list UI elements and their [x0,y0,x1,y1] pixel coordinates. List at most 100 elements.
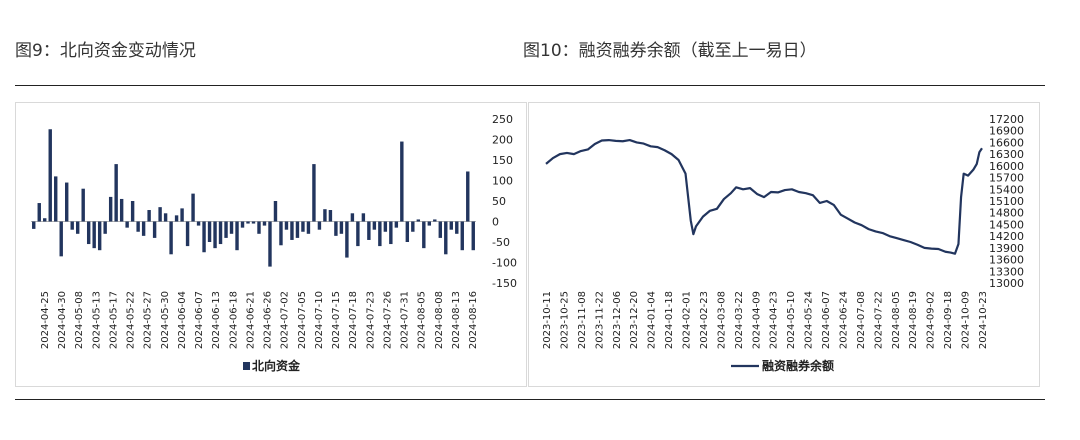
bar [306,221,311,234]
bar [411,221,415,232]
bar [158,207,162,222]
bar [350,213,355,222]
northbound-chart-panel: -150 -100 -50 0 50 100 150 200 250 2024-04-25 2024… [15,102,527,387]
y-tick-label: 17200 [989,113,1024,126]
x-tick-label: 2024-01-18 [664,291,675,349]
bar [427,221,432,226]
bar [97,221,102,251]
x-tick-label: 2024-07-10 [314,291,325,349]
x-tick-label: 2024-06-07 [194,291,205,349]
bar [108,196,113,222]
bar [279,221,283,246]
y-tick-label: 0 [492,216,499,229]
x-tick-label: 2024-06-26 [263,291,274,349]
x-tick-label: 2024-07-18 [348,291,359,349]
x-tick-label: 2024-06-13 [211,291,222,349]
bar [367,221,371,240]
bar [389,221,393,245]
bar [185,221,190,247]
margin-balance-line [545,138,983,255]
bar [438,221,442,238]
x-tick-label: 2024-09-18 [943,291,954,349]
bar [394,221,399,228]
bar [81,188,85,222]
x-tick-label: 2024-07-02 [280,291,291,349]
legend: 北向资金 [243,358,301,373]
x-tick-label: 2023-11-08 [577,291,588,349]
figure-10-title: 图10：融资融券余额（截至上一易日） [523,41,817,61]
y-tick-label: -150 [492,277,517,290]
bar [213,221,217,249]
x-tick-label: 2023-12-20 [629,291,640,349]
bar [246,221,250,224]
bar [449,221,453,230]
y-tick-label: 16000 [989,160,1024,173]
bar [207,221,212,242]
legend: 融资融券余额 [731,358,834,373]
bar [125,221,129,228]
bar [466,171,470,222]
x-tick-label: 2024-04-25 [40,291,51,349]
bar [328,210,333,222]
bottom-rule [15,399,1045,400]
x-tick-label: 2023-10-11 [542,291,553,349]
bar [196,221,201,226]
x-tick-label: 2024-10-23 [978,291,989,349]
x-tick-label: 2024-07-26 [382,291,393,349]
legend-label: 融资融券余额 [762,358,834,373]
x-tick-label: 2024-05-08 [74,291,85,349]
bar [268,221,272,267]
bar [180,208,184,222]
bar [229,221,234,234]
bar [75,221,80,234]
bar [339,221,344,234]
bar [433,219,437,222]
bar [405,221,410,242]
bar [152,221,157,238]
x-tick-label: 2024-05-10 [786,291,797,349]
bar [32,221,36,229]
y-tick-label: 16300 [989,148,1024,161]
bar [130,201,135,222]
bar [378,221,382,247]
bar [460,221,464,251]
x-tick-label: 2024-04-23 [769,291,780,349]
y-tick-label: 13600 [989,254,1024,267]
x-tick-label: 2024-08-05 [891,291,902,349]
y-tick-label: 14500 [989,218,1024,231]
x-tick-label: 2024-03-22 [734,291,745,349]
bar [345,221,349,258]
x-tick-label: 2024-02-23 [699,291,710,349]
y-tick-label: -50 [492,236,510,249]
bar [218,221,223,245]
x-tick-label: 2024-10-09 [961,291,972,349]
x-tick-label: 2024-07-15 [331,291,342,349]
bar [86,221,91,245]
x-tick-label: 2024-06-07 [821,291,832,349]
bar [114,164,118,222]
y-tick-label: 50 [492,195,506,208]
bar [224,221,228,238]
x-tick-label: 2024-08-05 [417,291,428,349]
x-tick-label: 2024-07-23 [365,291,376,349]
northbound-bar-chart: -150 -100 -50 0 50 100 150 200 250 2024-04-25 2024… [31,113,517,373]
y-tick-label: 150 [492,154,513,167]
bar [334,221,338,236]
y-tick-label: 15100 [989,195,1024,208]
x-tick-label: 2024-03-08 [716,291,727,349]
bar [273,201,278,222]
bar [422,221,426,249]
x-tick-label: 2024-01-04 [647,291,658,349]
bar [416,219,421,222]
x-tick-label: 2024-06-04 [177,291,188,349]
bar [235,221,239,251]
x-tick-label: 2024-08-19 [908,291,919,349]
bar [356,221,360,247]
bar [317,221,322,230]
bar [202,221,206,253]
bar [169,221,173,255]
margin-balance-chart-panel: 13000 13300 13600 13900 14200 14500 14800 15100… [528,102,1040,387]
bar [471,221,475,251]
x-tick-label: 2024-08-16 [468,291,479,349]
x-tick-label: 2024-05-30 [160,291,171,349]
